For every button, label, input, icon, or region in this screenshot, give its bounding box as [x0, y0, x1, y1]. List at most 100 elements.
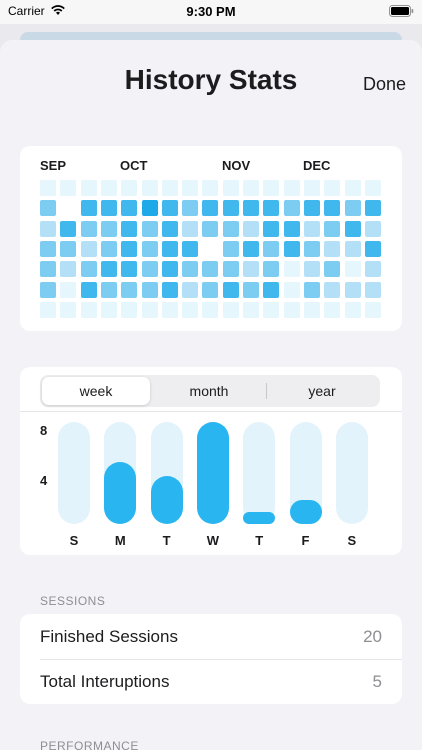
day-label: T	[255, 533, 264, 548]
heatmap-cell	[344, 261, 361, 278]
heatmap-cell	[263, 240, 280, 257]
heatmap-cell	[80, 220, 97, 237]
activity-heatmap-card: SEP OCT NOV DEC	[20, 146, 402, 331]
total-interruptions-row: Total Interuptions 5	[20, 659, 402, 704]
segment-week[interactable]: week	[42, 377, 150, 405]
heatmap-cell	[80, 200, 97, 217]
heatmap-cell	[121, 200, 138, 217]
heatmap-cell	[303, 180, 320, 196]
heatmap-cell	[344, 180, 361, 196]
heatmap-cell	[182, 261, 199, 278]
heatmap-cell	[364, 220, 381, 237]
heatmap-cell	[283, 301, 300, 318]
heatmap-cell	[121, 180, 138, 196]
row-value: 20	[363, 627, 382, 646]
bar-fill	[104, 461, 137, 524]
heatmap-cell	[60, 301, 77, 318]
heatmap-cell	[182, 220, 199, 237]
bar-fill	[196, 422, 229, 524]
heatmap-cell	[60, 200, 77, 217]
heatmap-cell	[80, 180, 97, 196]
heatmap-cell	[364, 261, 381, 278]
heatmap-cell	[222, 180, 239, 196]
heatmap-cell	[344, 220, 361, 237]
heatmap-cell	[243, 301, 259, 318]
heatmap-cell	[161, 240, 178, 257]
heatmap-cell	[60, 240, 77, 257]
heatmap-cell	[263, 180, 280, 196]
heatmap-cell	[263, 301, 280, 318]
y-tick-label: 8	[40, 423, 48, 438]
heatmap-cell	[283, 281, 300, 298]
heatmap-cell	[324, 180, 341, 196]
heatmap-cell	[182, 301, 199, 318]
heatmap-cell	[324, 240, 341, 257]
heatmap-cell	[182, 240, 199, 257]
heatmap-cell	[60, 261, 77, 278]
bar-track	[289, 422, 322, 524]
heatmap-cell	[100, 200, 117, 217]
heatmap-cell	[283, 180, 300, 196]
heatmap-cell	[202, 261, 219, 278]
bar-track	[150, 422, 183, 524]
heatmap-cell	[202, 180, 219, 196]
segment-year[interactable]: year	[268, 377, 376, 405]
day-label: M	[114, 533, 126, 548]
weekly-chart-card: week month year 8 4 S M T W T F S	[20, 367, 402, 555]
heatmap-cell	[121, 261, 138, 278]
page-title: History Stats	[124, 64, 298, 95]
heatmap-cell	[303, 301, 320, 318]
heatmap-cell	[222, 200, 239, 217]
heatmap-cell	[141, 180, 158, 196]
heatmap-cell	[283, 240, 300, 257]
heatmap-cell	[263, 220, 280, 237]
card-divider	[20, 411, 402, 412]
heatmap-cell	[40, 200, 56, 217]
bar-track	[335, 422, 368, 524]
wifi-icon	[51, 5, 65, 15]
heatmap-cell	[121, 281, 138, 298]
row-label: Total Interuptions	[40, 672, 170, 691]
status-time: 9:30 PM	[186, 4, 236, 19]
heatmap-cell	[303, 220, 320, 237]
day-label: F	[301, 533, 310, 548]
heatmap-cell	[80, 301, 97, 318]
bar-track	[196, 422, 229, 524]
bar-fill	[243, 512, 276, 524]
heatmap-cell	[364, 301, 381, 318]
y-tick-label: 4	[40, 473, 48, 488]
heatmap-cell	[121, 220, 138, 237]
sessions-bar-chart: 8 4 S M T W T F S	[20, 415, 402, 555]
heatmap-cell	[100, 220, 117, 237]
heatmap-cell	[80, 281, 97, 298]
heatmap-cell	[344, 240, 361, 257]
heatmap-cell	[324, 281, 341, 298]
heatmap-cell	[263, 281, 280, 298]
segment-month[interactable]: month	[155, 377, 263, 405]
heatmap-cell	[324, 220, 341, 237]
heatmap-cell	[243, 180, 259, 196]
heatmap-cell	[100, 281, 117, 298]
heatmap-cell	[243, 220, 259, 237]
heatmap-cell	[243, 240, 259, 257]
heatmap-cell	[100, 180, 117, 196]
heatmap-cell	[161, 200, 178, 217]
heatmap-cell	[202, 220, 219, 237]
heatmap-cell	[324, 200, 341, 217]
heatmap-cell	[364, 240, 381, 257]
heatmap-cell	[222, 220, 239, 237]
heatmap-cell	[141, 200, 158, 217]
bar-fill	[289, 500, 322, 524]
battery-icon	[389, 5, 414, 17]
heatmap-cell	[283, 200, 300, 217]
heatmap-cell	[60, 180, 77, 196]
finished-sessions-row: Finished Sessions 20	[20, 614, 402, 660]
heatmap-cell	[161, 180, 178, 196]
month-label-nov: NOV	[222, 158, 251, 173]
done-button[interactable]: Done	[362, 74, 406, 94]
heatmap-cell	[202, 240, 219, 257]
heatmap-cell	[222, 261, 239, 278]
row-divider	[40, 659, 402, 660]
heatmap-cell	[40, 261, 56, 278]
heatmap-cell	[141, 261, 158, 278]
